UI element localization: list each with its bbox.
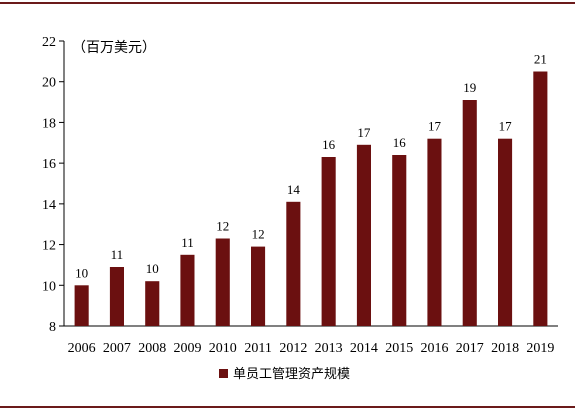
bar-2014 bbox=[356, 144, 371, 326]
data-label-2016: 17 bbox=[428, 119, 442, 134]
data-label-2017: 19 bbox=[463, 80, 476, 95]
y-tick-label: 18 bbox=[42, 116, 56, 131]
bar-2009 bbox=[180, 254, 195, 327]
data-label-2013: 16 bbox=[322, 137, 336, 152]
legend-swatch bbox=[219, 369, 228, 378]
chart-axes bbox=[63, 41, 558, 327]
data-label-2011: 12 bbox=[252, 227, 265, 242]
bar-2017 bbox=[462, 100, 477, 326]
legend-label: 单员工管理资产规模 bbox=[233, 366, 350, 381]
y-tick-label: 10 bbox=[42, 279, 56, 294]
bar-2013 bbox=[321, 157, 336, 326]
x-tick-label-2012: 2012 bbox=[279, 341, 307, 356]
x-tick-label-2009: 2009 bbox=[174, 341, 202, 356]
data-label-2010: 12 bbox=[216, 219, 229, 234]
bar-2008 bbox=[145, 281, 160, 326]
bar-2010 bbox=[215, 238, 230, 326]
y-tick-label: 14 bbox=[42, 198, 56, 213]
data-label-2012: 14 bbox=[287, 182, 301, 197]
data-label-2015: 16 bbox=[393, 135, 407, 150]
bar-2019 bbox=[533, 71, 548, 326]
x-tick-label-2010: 2010 bbox=[209, 341, 237, 356]
x-tick-label-2008: 2008 bbox=[138, 341, 166, 356]
x-tick-label-2011: 2011 bbox=[244, 341, 271, 356]
y-axis-ticks: 8 10 12 14 16 18 20 22 bbox=[42, 35, 64, 335]
bar-2015 bbox=[392, 155, 407, 326]
y-tick-label: 12 bbox=[42, 239, 56, 254]
data-label-2018: 17 bbox=[499, 119, 513, 134]
bottom-border-line bbox=[0, 406, 575, 408]
x-tick-label-2015: 2015 bbox=[385, 341, 413, 356]
x-tick-label-2014: 2014 bbox=[350, 341, 378, 356]
x-tick-label-2016: 2016 bbox=[421, 341, 449, 356]
data-label-2009: 11 bbox=[181, 235, 194, 250]
x-tick-label-2017: 2017 bbox=[456, 341, 484, 356]
bar-2011 bbox=[251, 246, 266, 326]
x-tick-label-2013: 2013 bbox=[315, 341, 343, 356]
data-labels: 10 11 10 11 12 12 14 16 17 16 17 19 17 21 bbox=[75, 52, 547, 281]
data-label-2006: 10 bbox=[75, 265, 88, 280]
x-tick-label-2018: 2018 bbox=[491, 341, 519, 356]
x-tick-label-2019: 2019 bbox=[526, 341, 554, 356]
y-tick-label: 20 bbox=[42, 76, 56, 91]
bar-2016 bbox=[427, 138, 442, 326]
y-tick-label: 8 bbox=[49, 320, 56, 335]
top-border-line bbox=[0, 2, 575, 4]
x-tick-label-2006: 2006 bbox=[68, 341, 96, 356]
data-label-2019: 21 bbox=[534, 52, 547, 67]
y-tick-label: 22 bbox=[42, 35, 56, 50]
legend: 单员工管理资产规模 bbox=[219, 366, 350, 381]
y-tick-label: 16 bbox=[42, 157, 56, 172]
bar-2018 bbox=[498, 138, 513, 326]
bars bbox=[74, 71, 548, 327]
x-tick-label-2007: 2007 bbox=[103, 341, 131, 356]
bar-2007 bbox=[109, 267, 124, 326]
x-axis-ticks: 2006 2007 2008 2009 2010 2011 2012 2013 2014 2015… bbox=[68, 341, 555, 356]
bar-2006 bbox=[74, 285, 89, 326]
y-unit-label: （百万美元） bbox=[72, 40, 156, 56]
bar-2012 bbox=[286, 201, 301, 326]
data-label-2014: 17 bbox=[357, 125, 371, 140]
data-label-2007: 11 bbox=[111, 247, 124, 262]
data-label-2008: 10 bbox=[146, 261, 159, 276]
